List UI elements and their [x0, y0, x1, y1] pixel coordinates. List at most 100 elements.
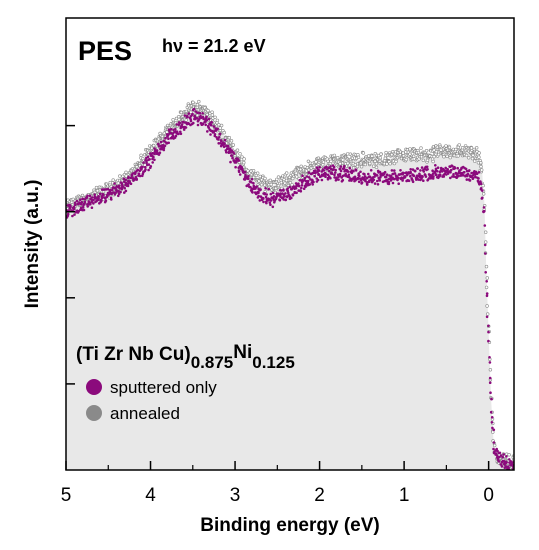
- sputtered-point: [205, 115, 208, 119]
- sputtered-point: [420, 166, 424, 169]
- sputtered-point: [485, 294, 489, 298]
- sputtered-point: [357, 180, 361, 184]
- sputtered-point: [204, 123, 207, 127]
- sputtered-point: [489, 391, 492, 395]
- sputtered-point: [237, 169, 241, 172]
- sputtered-point: [419, 169, 422, 172]
- sputtered-point: [376, 179, 379, 183]
- sputtered-point: [257, 191, 260, 195]
- sputtered-point: [479, 182, 483, 185]
- sputtered-point: [435, 169, 439, 173]
- sputtered-point: [389, 179, 393, 182]
- sputtered-point: [491, 426, 494, 430]
- sputtered-point: [346, 170, 350, 173]
- sputtered-point: [317, 169, 321, 172]
- sputtered-point: [488, 356, 491, 359]
- sputtered-point: [186, 115, 189, 119]
- sputtered-point: [498, 451, 502, 455]
- sputtered-point: [468, 179, 472, 182]
- sputtered-point: [271, 205, 275, 209]
- annealed-point: [432, 148, 436, 152]
- annealed-point: [111, 178, 115, 182]
- sputtered-point: [399, 169, 402, 172]
- annealed-point: [359, 165, 364, 169]
- legend-label-annealed: annealed: [110, 404, 180, 423]
- sputtered-point: [318, 166, 321, 169]
- sputtered-point: [232, 152, 236, 155]
- sputtered-point: [313, 174, 317, 178]
- sputtered-point: [250, 177, 254, 181]
- sputtered-point: [356, 177, 359, 180]
- sputtered-point: [341, 178, 345, 182]
- sputtered-point: [152, 155, 155, 159]
- sputtered-point: [264, 195, 268, 199]
- sputtered-point: [121, 185, 125, 188]
- annealed-point: [251, 169, 256, 173]
- sputtered-point: [137, 172, 141, 175]
- sputtered-point: [391, 181, 395, 185]
- sputtered-point: [505, 455, 508, 458]
- annealed-point: [486, 312, 490, 316]
- sputtered-point: [385, 175, 388, 179]
- sputtered-point: [241, 168, 244, 172]
- annealed-point: [378, 156, 382, 160]
- sputtered-point: [196, 123, 200, 127]
- sputtered-point: [198, 112, 202, 115]
- sputtered-point: [409, 170, 412, 174]
- sputtered-point: [153, 158, 156, 162]
- sputtered-point: [157, 142, 160, 146]
- sputtered-point: [354, 168, 358, 171]
- sputtered-point: [453, 166, 457, 170]
- sputtered-point: [68, 206, 72, 210]
- annealed-point: [488, 368, 493, 372]
- sputtered-point: [230, 154, 234, 157]
- sputtered-point: [153, 152, 156, 156]
- sputtered-point: [301, 174, 304, 177]
- sputtered-point: [206, 130, 209, 133]
- sputtered-point: [231, 156, 234, 160]
- sputtered-point: [481, 196, 484, 200]
- sputtered-point: [490, 421, 494, 424]
- annealed-point: [269, 182, 273, 187]
- sputtered-point: [229, 147, 232, 151]
- sputtered-point: [145, 161, 148, 165]
- sputtered-point: [303, 176, 307, 180]
- annealed-point: [477, 155, 481, 159]
- composition-sub2: 0.125: [252, 353, 295, 372]
- annealed-point: [470, 156, 475, 161]
- sputtered-point: [117, 189, 120, 193]
- sputtered-point: [297, 184, 301, 188]
- sputtered-point: [483, 209, 486, 213]
- sputtered-point: [187, 112, 191, 115]
- sputtered-point: [464, 167, 468, 171]
- annealed-point: [419, 146, 423, 150]
- sputtered-point: [432, 175, 435, 178]
- annealed-point: [373, 159, 377, 164]
- sputtered-point: [226, 144, 230, 148]
- sputtered-point: [505, 461, 508, 464]
- sputtered-point: [435, 173, 438, 176]
- annealed-point: [481, 183, 485, 188]
- sputtered-point: [338, 172, 342, 176]
- sputtered-point: [379, 175, 382, 179]
- sputtered-point: [367, 172, 370, 176]
- annealed-point: [424, 149, 429, 153]
- annealed-point: [484, 230, 488, 234]
- annealed-point: [288, 181, 293, 185]
- sputtered-point: [489, 410, 493, 414]
- sputtered-point: [117, 194, 120, 198]
- sputtered-point: [135, 177, 138, 181]
- sputtered-points: [66, 107, 514, 470]
- sputtered-point: [290, 196, 293, 200]
- sputtered-point: [147, 163, 151, 166]
- annealed-point: [484, 264, 489, 269]
- sputtered-point: [176, 132, 180, 135]
- sputtered-point: [293, 191, 297, 195]
- annealed-point: [439, 148, 443, 152]
- sputtered-point: [265, 193, 269, 196]
- sputtered-point: [183, 114, 187, 117]
- sputtered-point: [66, 212, 70, 216]
- annealed-point: [347, 163, 352, 167]
- sputtered-point: [325, 168, 329, 171]
- sputtered-point: [317, 173, 321, 176]
